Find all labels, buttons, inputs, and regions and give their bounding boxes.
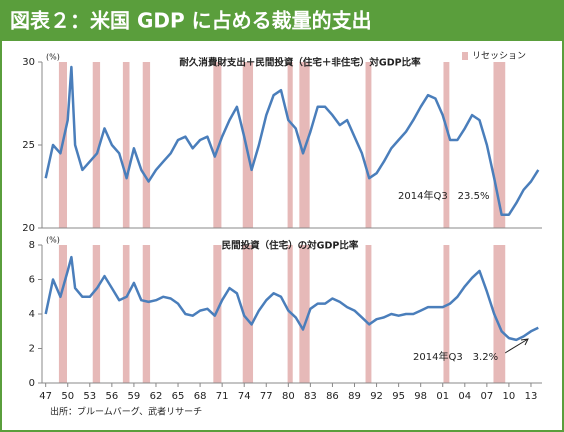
x-tick-label: 65 xyxy=(172,391,185,402)
recession-band xyxy=(213,245,222,383)
recession-band xyxy=(365,245,372,383)
x-tick-label: 77 xyxy=(260,391,273,402)
recession-band xyxy=(58,245,67,383)
recession-band xyxy=(92,62,101,228)
recession-band xyxy=(299,62,310,228)
recession-band xyxy=(122,245,130,383)
chart-title: 民間投資（住宅）の対GDP比率 xyxy=(222,240,359,252)
y-tick-label: 2 xyxy=(29,344,35,355)
recession-band xyxy=(299,245,310,383)
recession-band xyxy=(242,62,254,228)
recession-band xyxy=(92,245,101,383)
x-tick-label: 04 xyxy=(458,391,471,402)
data-line xyxy=(44,255,539,342)
x-tick-label: 59 xyxy=(128,391,141,402)
y-tick-label: 25 xyxy=(22,140,35,151)
legend-swatch xyxy=(462,52,468,60)
x-tick-label: 80 xyxy=(282,391,295,402)
legend-label: リセッション xyxy=(472,51,526,62)
annotation: 2014年Q3 23.5% xyxy=(398,189,489,202)
recession-band xyxy=(493,245,506,383)
recession-band xyxy=(242,245,254,383)
y-tick-label: 6 xyxy=(29,275,35,286)
x-tick-label: 01 xyxy=(436,391,449,402)
x-tick-label: 86 xyxy=(326,391,339,402)
x-tick-label: 74 xyxy=(238,391,251,402)
recession-band xyxy=(287,62,293,228)
source: 出所：ブルームバーグ、武者リサーチ xyxy=(50,406,202,418)
recession-band xyxy=(493,62,506,228)
x-tick-label: 56 xyxy=(105,391,118,402)
x-tick-label: 13 xyxy=(525,391,538,402)
recession-band xyxy=(142,245,151,383)
y-tick-label: 20 xyxy=(22,223,35,234)
recession-band xyxy=(365,62,372,228)
x-tick-label: 07 xyxy=(480,391,493,402)
annotation: 2014年Q3 3.2% xyxy=(413,350,498,363)
x-tick-label: 89 xyxy=(348,391,361,402)
x-tick-label: 10 xyxy=(503,391,516,402)
x-tick-label: 98 xyxy=(414,391,427,402)
x-tick-label: 95 xyxy=(392,391,405,402)
y-unit: (%) xyxy=(46,53,60,62)
x-tick-label: 83 xyxy=(304,391,317,402)
recession-band xyxy=(443,245,450,383)
y-tick-label: 30 xyxy=(22,57,35,68)
x-tick-label: 62 xyxy=(150,391,163,402)
recession-band xyxy=(443,62,450,228)
data-line xyxy=(44,65,540,216)
page-title: 図表２：米国 GDP に占める裁量的支出 xyxy=(10,9,372,33)
y-unit: (%) xyxy=(46,236,60,245)
y-tick-label: 8 xyxy=(29,240,35,251)
x-tick-label: 53 xyxy=(83,391,96,402)
x-tick-label: 50 xyxy=(61,391,74,402)
x-tick-label: 68 xyxy=(194,391,207,402)
recession-band xyxy=(142,62,151,228)
recession-band xyxy=(213,62,222,228)
chart-title: 耐久消費財支出＋民間投資（住宅＋非住宅）対GDP比率 xyxy=(179,57,421,69)
x-tick-label: 71 xyxy=(216,391,229,402)
recession-band xyxy=(122,62,130,228)
x-tick-label: 47 xyxy=(39,391,52,402)
y-tick-label: 4 xyxy=(29,309,35,320)
header xyxy=(1,1,563,41)
y-tick-label: 0 xyxy=(29,378,35,389)
x-tick-label: 92 xyxy=(370,391,383,402)
